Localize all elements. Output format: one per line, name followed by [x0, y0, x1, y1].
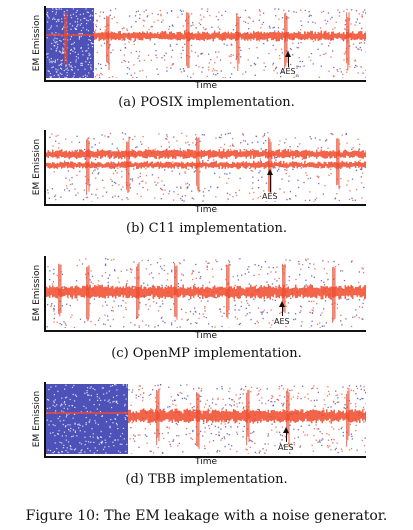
x-axis-label-c: Time	[194, 331, 218, 341]
aes-arrow-b	[267, 169, 273, 192]
y-axis-b	[44, 130, 46, 204]
em-trace-plot-b	[46, 132, 366, 202]
em-trace-image-d	[46, 384, 366, 454]
y-axis-label-c: EM Emission	[32, 264, 42, 322]
y-axis-label-d: EM Emission	[32, 390, 42, 448]
em-trace-image-a	[46, 8, 366, 78]
aes-arrow-c	[279, 301, 285, 316]
panel-c: EM Emission Time AES	[30, 254, 366, 374]
y-axis-label-b: EM Emission	[32, 138, 42, 196]
y-axis-d	[44, 382, 46, 456]
em-trace-plot-d	[46, 384, 366, 454]
subcaption-d: (d) TBB implementation.	[125, 472, 288, 487]
em-trace-plot-c	[46, 258, 366, 328]
em-trace-plot-a	[46, 8, 366, 78]
aes-annotation-a: AES	[280, 67, 296, 76]
panel-a: EM Emission Time AES	[30, 4, 366, 124]
y-axis-c	[44, 256, 46, 330]
aes-arrow-a	[285, 51, 291, 67]
y-axis-label-a: EM Emission	[32, 14, 42, 72]
x-axis-label-b: Time	[194, 205, 218, 215]
subcaption-b: (b) C11 implementation.	[126, 221, 287, 236]
x-axis-label-a: Time	[194, 81, 218, 91]
panel-b: EM Emission Time AES	[30, 128, 366, 248]
aes-annotation-b: AES	[262, 192, 278, 201]
em-trace-image-c	[46, 258, 366, 328]
panel-d: EM Emission Time AES	[30, 380, 366, 500]
x-axis-label-d: Time	[194, 457, 218, 467]
y-axis-a	[44, 6, 46, 80]
subcaption-c: (c) OpenMP implementation.	[111, 346, 302, 361]
x-axis-d	[44, 456, 366, 458]
x-axis-a	[44, 80, 366, 82]
em-trace-image-b	[46, 132, 366, 202]
aes-arrow-d	[283, 427, 289, 442]
aes-annotation-d: AES	[278, 443, 294, 452]
x-axis-b	[44, 204, 366, 206]
x-axis-c	[44, 330, 366, 332]
figure-caption: Figure 10: The EM leakage with a noise g…	[25, 508, 388, 524]
subcaption-a: (a) POSIX implementation.	[118, 95, 295, 110]
aes-annotation-c: AES	[274, 317, 290, 326]
